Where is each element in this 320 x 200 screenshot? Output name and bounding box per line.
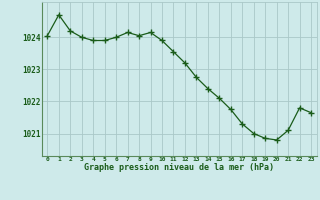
X-axis label: Graphe pression niveau de la mer (hPa): Graphe pression niveau de la mer (hPa) xyxy=(84,163,274,172)
